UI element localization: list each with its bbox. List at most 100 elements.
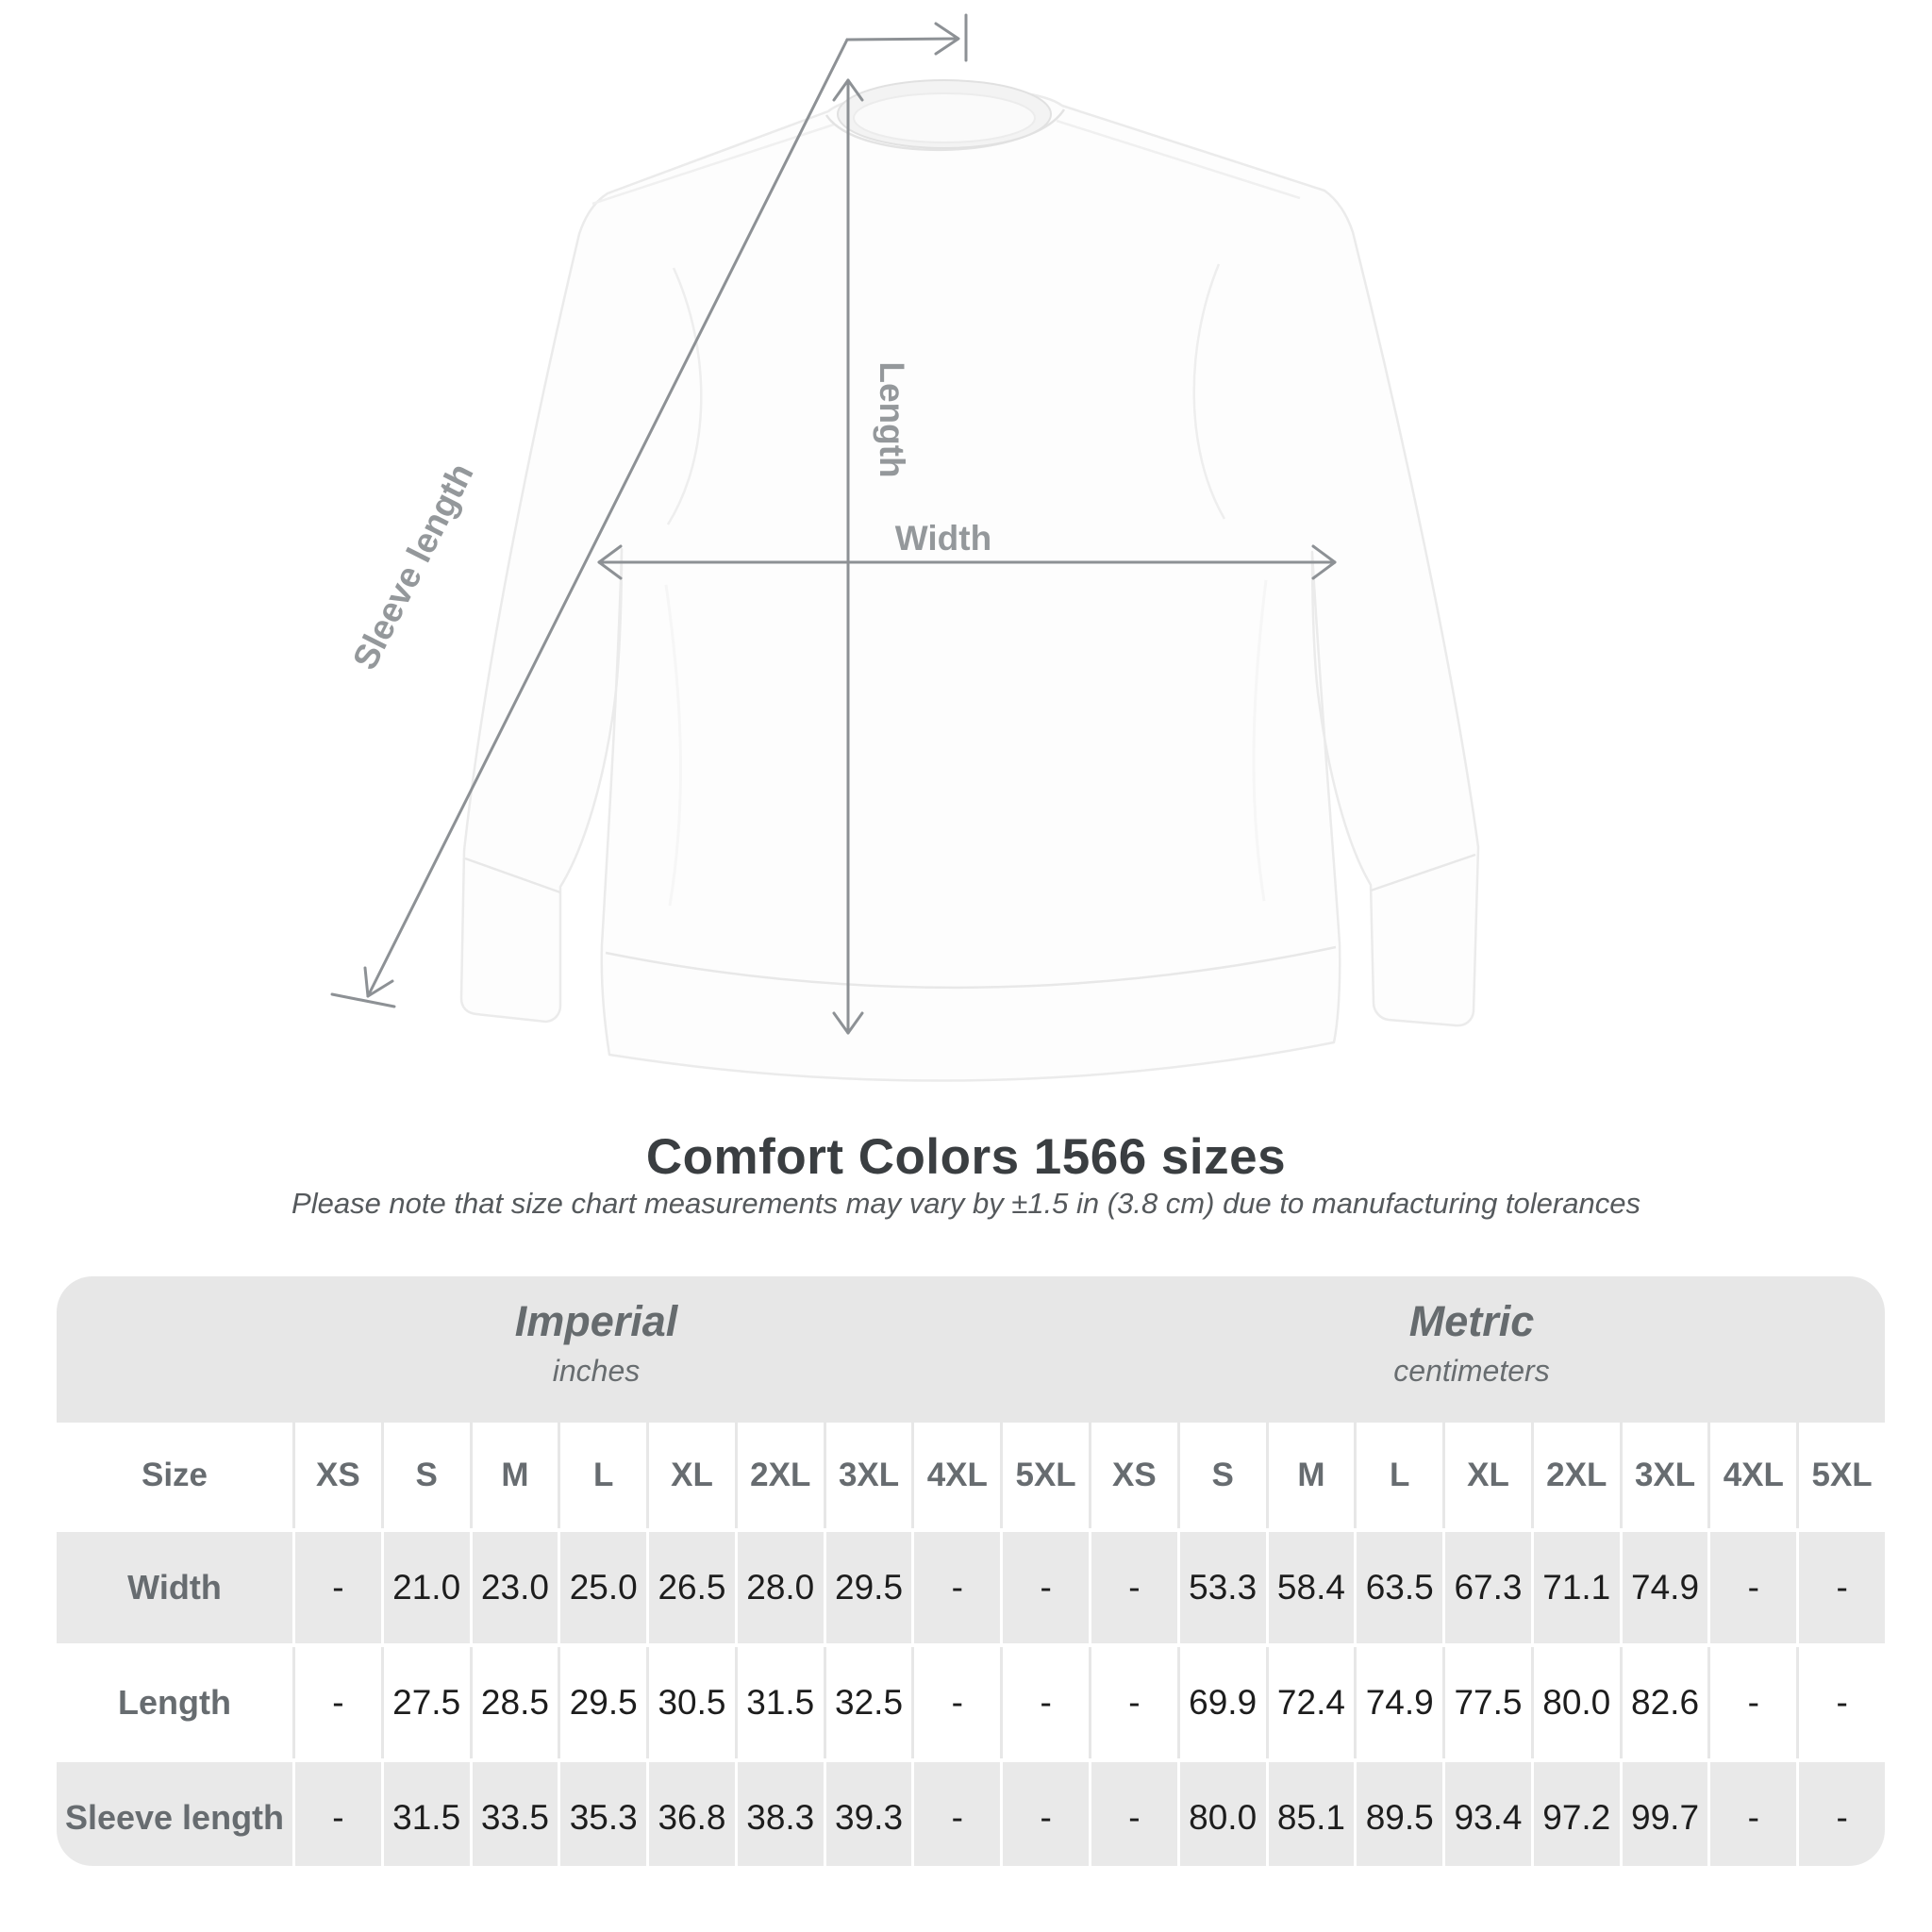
table-header-row: Size XS S M L XL 2XL 3XL 4XL 5XL XS S M L XL 2XL 3XL 4XL… (57, 1423, 1885, 1528)
value-cell: - (1089, 1647, 1177, 1758)
value-cell: 31.5 (380, 1762, 470, 1866)
sweatshirt-image (459, 79, 1480, 1082)
value-cell: 63.5 (1354, 1532, 1442, 1643)
sweatshirt-diagram: Length Width Sleeve length (330, 13, 1480, 1082)
value-cell: 71.1 (1530, 1532, 1620, 1643)
value-cell: 93.4 (1442, 1762, 1531, 1866)
size-column-header: 4XL (911, 1423, 1000, 1528)
size-column-header: XS (1089, 1423, 1177, 1528)
width-arrow (597, 544, 1337, 580)
size-column-header: S (380, 1423, 470, 1528)
value-cell: - (1089, 1762, 1177, 1866)
value-cell: - (1707, 1647, 1796, 1758)
value-cell: - (292, 1532, 381, 1643)
size-column-header: M (469, 1423, 558, 1528)
value-cell: 35.3 (558, 1762, 646, 1866)
row-label: Length (118, 1683, 231, 1722)
size-column-header: L (558, 1423, 646, 1528)
value-cell: 27.5 (380, 1647, 470, 1758)
length-label: Length (873, 361, 911, 477)
value-cell: 74.9 (1354, 1647, 1442, 1758)
value-cell: - (1000, 1647, 1089, 1758)
value-cell: 85.1 (1265, 1762, 1355, 1866)
value-cell: 82.6 (1619, 1647, 1708, 1758)
value-cell: - (292, 1647, 381, 1758)
value-cell: 39.3 (823, 1762, 912, 1866)
metric-header: Metric centimeters (1179, 1276, 1764, 1389)
length-arrow (832, 78, 864, 1035)
table-body: Width -21.0 23.0 25.0 26.5 28.0 29.5- - -53.3 58.… (57, 1528, 1885, 1866)
tolerance-note: Please note that size chart measurements… (291, 1187, 1641, 1220)
size-column-header: 5XL (1000, 1423, 1089, 1528)
value-cell: 23.0 (469, 1532, 558, 1643)
value-cell: 69.9 (1176, 1647, 1266, 1758)
value-cell: 33.5 (469, 1762, 558, 1866)
metric-title: Metric (1408, 1297, 1535, 1345)
value-cell: 74.9 (1619, 1532, 1708, 1643)
table-row: Sleeve length -31.5 33.5 35.3 36.8 38.3 39.3- -… (57, 1758, 1885, 1866)
value-cell: - (1707, 1762, 1796, 1866)
size-column-header: XL (646, 1423, 735, 1528)
value-cell: 53.3 (1176, 1532, 1266, 1643)
value-cell: 29.5 (558, 1647, 646, 1758)
imperial-header: Imperial inches (304, 1276, 889, 1389)
size-column-header: 3XL (823, 1423, 912, 1528)
value-cell: 31.5 (734, 1647, 824, 1758)
value-cell: - (1796, 1762, 1885, 1866)
row-label: Sleeve length (64, 1798, 285, 1837)
value-cell: 28.5 (469, 1647, 558, 1758)
value-cell: 25.0 (558, 1532, 646, 1643)
size-column-header: L (1354, 1423, 1442, 1528)
size-column-header: 5XL (1796, 1423, 1885, 1528)
imperial-title: Imperial (514, 1297, 678, 1345)
table-row: Width -21.0 23.0 25.0 26.5 28.0 29.5- - -53.3 58.… (57, 1528, 1885, 1643)
value-cell: 89.5 (1354, 1762, 1442, 1866)
value-cell: 77.5 (1442, 1647, 1531, 1758)
value-cell: 67.3 (1442, 1532, 1531, 1643)
width-label: Width (895, 519, 991, 558)
value-cell: - (911, 1647, 1000, 1758)
size-column-header: 3XL (1619, 1423, 1708, 1528)
metric-unit: centimeters (1393, 1354, 1550, 1388)
size-column-header: S (1176, 1423, 1266, 1528)
sleeve-length-label: Sleeve length (345, 458, 481, 676)
value-cell: 30.5 (646, 1647, 735, 1758)
value-cell: 99.7 (1619, 1762, 1708, 1866)
value-cell: - (1000, 1532, 1089, 1643)
page-title: Comfort Colors 1566 sizes (645, 1129, 1287, 1185)
size-table: Imperial inches Metric centimeters Size … (57, 1276, 1885, 1866)
size-header-cell: Size (141, 1457, 208, 1493)
value-cell: 38.3 (734, 1762, 824, 1866)
value-cell: - (292, 1762, 381, 1866)
row-label: Width (127, 1568, 222, 1607)
value-cell: - (1796, 1647, 1885, 1758)
value-cell: - (1796, 1532, 1885, 1643)
unit-header-band: Imperial inches Metric centimeters (57, 1276, 1885, 1423)
size-column-header: 4XL (1707, 1423, 1796, 1528)
value-cell: 21.0 (380, 1532, 470, 1643)
value-cell: 97.2 (1530, 1762, 1620, 1866)
value-cell: 29.5 (823, 1532, 912, 1643)
value-cell: 32.5 (823, 1647, 912, 1758)
size-column-header: 2XL (1530, 1423, 1620, 1528)
size-column-header: M (1265, 1423, 1355, 1528)
value-cell: - (1707, 1532, 1796, 1643)
value-cell: 36.8 (646, 1762, 735, 1866)
value-cell: - (911, 1762, 1000, 1866)
size-column-header: 2XL (734, 1423, 824, 1528)
value-cell: - (1000, 1762, 1089, 1866)
table-row: Length -27.5 28.5 29.5 30.5 31.5 32.5- - -69.9 72… (57, 1643, 1885, 1758)
value-cell: 80.0 (1176, 1762, 1266, 1866)
value-cell: - (1089, 1532, 1177, 1643)
sleeve-length-arrow (330, 13, 968, 1008)
value-cell: 28.0 (734, 1532, 824, 1643)
value-cell: 72.4 (1265, 1647, 1355, 1758)
size-column-header: XL (1442, 1423, 1531, 1528)
size-column-header: XS (292, 1423, 381, 1528)
value-cell: 26.5 (646, 1532, 735, 1643)
imperial-unit: inches (552, 1354, 641, 1388)
value-cell: 58.4 (1265, 1532, 1355, 1643)
value-cell: - (911, 1532, 1000, 1643)
value-cell: 80.0 (1530, 1647, 1620, 1758)
